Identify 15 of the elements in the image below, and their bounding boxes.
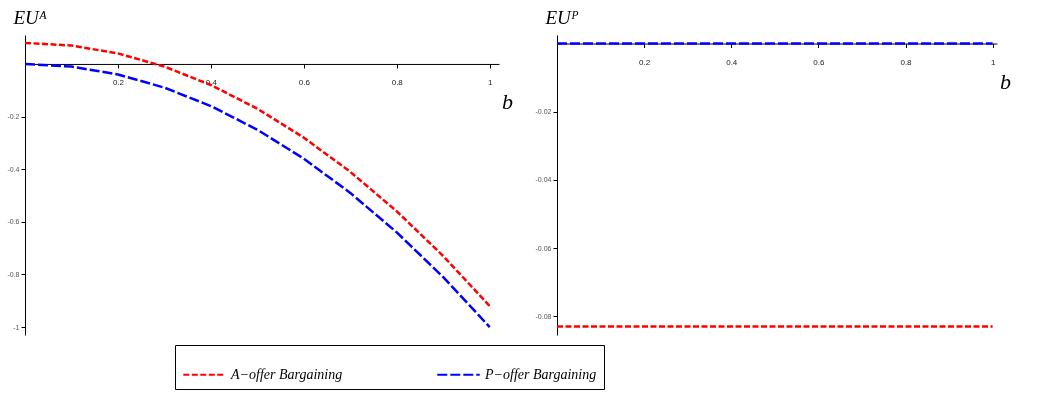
x-tick-label: 0.2 (639, 58, 651, 68)
x-tick-label: 0.6 (298, 78, 311, 88)
x-axis-title: b (502, 89, 513, 115)
legend-label: P−offer Bargaining (484, 366, 597, 382)
x-tick-label: 1 (990, 58, 996, 68)
y-axis-title: EUᴬ (12, 6, 47, 28)
x-axis-title: b (1000, 69, 1011, 95)
x-tick-label: 1 (487, 78, 493, 88)
y-axis-title: EUᴾ (544, 6, 579, 28)
x-tick-label: 0.4 (726, 58, 738, 68)
x-tick-label: 0.6 (813, 58, 825, 68)
x-tick-label: 0.2 (112, 78, 125, 88)
x-tick-label: 0.8 (391, 78, 404, 88)
x-tick-label: 0.8 (900, 58, 913, 68)
legend-label: A−offer Bargaining (230, 366, 343, 382)
